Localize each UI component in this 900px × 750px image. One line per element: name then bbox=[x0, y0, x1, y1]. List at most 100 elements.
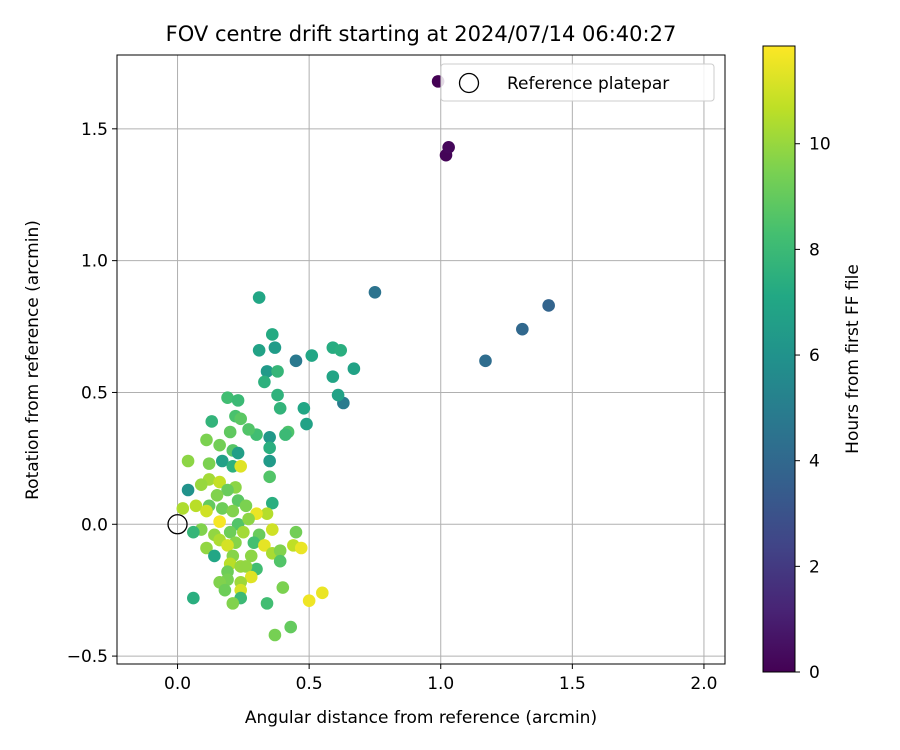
data-point bbox=[239, 499, 253, 513]
data-point bbox=[302, 594, 316, 608]
data-point bbox=[176, 502, 190, 515]
data-point bbox=[208, 549, 221, 563]
data-point bbox=[276, 581, 290, 594]
colorbar: 0 2 4 6 8 10 Hours from first FF file bbox=[762, 45, 863, 683]
colorbar-gradient bbox=[762, 45, 796, 673]
data-point bbox=[268, 628, 282, 642]
data-point bbox=[265, 328, 279, 341]
plot-area-frame bbox=[116, 54, 726, 665]
data-point bbox=[326, 370, 340, 383]
chart-title: FOV centre drift starting at 2024/07/14 … bbox=[166, 22, 677, 46]
x-axis-label: Angular distance from reference (arcmin) bbox=[245, 708, 597, 728]
data-point bbox=[347, 362, 361, 376]
y-tick-label: 1.0 bbox=[81, 252, 108, 272]
data-point bbox=[260, 597, 274, 610]
colorbar-tick-label: 2 bbox=[809, 557, 820, 577]
data-point bbox=[242, 512, 255, 526]
data-point bbox=[244, 549, 258, 563]
x-tick-label: 0.0 bbox=[164, 674, 191, 694]
data-point bbox=[210, 488, 224, 502]
data-point bbox=[242, 423, 255, 436]
data-point bbox=[223, 525, 237, 539]
data-point bbox=[273, 554, 287, 568]
data-point bbox=[181, 454, 195, 468]
data-point bbox=[315, 586, 329, 600]
data-point bbox=[200, 433, 213, 447]
data-point bbox=[223, 425, 237, 439]
y-tick-label: 0.0 bbox=[81, 515, 108, 535]
data-point bbox=[202, 457, 216, 470]
legend: Reference platepar bbox=[440, 63, 715, 102]
data-point bbox=[205, 415, 219, 428]
data-point bbox=[258, 375, 271, 389]
data-point bbox=[479, 354, 492, 368]
data-point bbox=[258, 539, 271, 552]
colorbar-tick-label: 10 bbox=[809, 135, 831, 155]
gridlines bbox=[117, 55, 725, 664]
data-point bbox=[231, 394, 245, 407]
data-point bbox=[226, 597, 240, 610]
data-point bbox=[268, 341, 282, 354]
data-point bbox=[271, 365, 284, 378]
x-tick-label: 0.5 bbox=[296, 674, 323, 694]
data-point bbox=[294, 541, 308, 555]
data-point bbox=[213, 515, 226, 528]
data-point bbox=[279, 428, 292, 441]
data-point bbox=[189, 499, 203, 513]
data-point bbox=[297, 401, 311, 415]
colorbar-ticks: 0 2 4 6 8 10 bbox=[795, 135, 831, 683]
data-point bbox=[368, 285, 382, 299]
y-tick-label: 1.5 bbox=[81, 120, 108, 140]
data-point bbox=[263, 441, 276, 455]
colorbar-tick-label: 6 bbox=[809, 346, 820, 366]
y-axis-ticks: −0.5 0.0 0.5 1.0 1.5 bbox=[67, 120, 117, 667]
x-tick-label: 1.0 bbox=[427, 674, 454, 694]
data-point bbox=[300, 417, 313, 431]
data-point bbox=[252, 343, 266, 357]
legend-reference-marker bbox=[458, 72, 480, 94]
colorbar-label: Hours from first FF file bbox=[843, 264, 863, 454]
data-point bbox=[200, 541, 213, 555]
data-point bbox=[226, 504, 240, 518]
y-tick-label: 0.5 bbox=[81, 383, 108, 403]
data-point bbox=[215, 502, 229, 515]
data-point bbox=[334, 343, 348, 357]
y-axis-label: Rotation from reference (arcmin) bbox=[23, 220, 43, 500]
data-point bbox=[213, 438, 226, 452]
data-point bbox=[181, 483, 195, 497]
data-point bbox=[263, 430, 276, 444]
data-point bbox=[194, 478, 208, 492]
data-point bbox=[260, 365, 274, 378]
data-point bbox=[273, 401, 287, 415]
data-point bbox=[284, 620, 298, 634]
data-point bbox=[221, 539, 234, 552]
colorbar-tick-label: 0 bbox=[809, 663, 820, 683]
data-point bbox=[289, 525, 303, 539]
data-point bbox=[234, 459, 248, 473]
data-point bbox=[234, 412, 248, 426]
data-point bbox=[218, 583, 232, 597]
data-point bbox=[244, 570, 258, 584]
x-axis-ticks: 0.0 0.5 1.0 1.5 2.0 bbox=[164, 664, 717, 694]
data-point bbox=[305, 349, 319, 362]
colorbar-tick-label: 8 bbox=[809, 240, 820, 260]
legend-box bbox=[440, 63, 715, 102]
colorbar-tick-label: 4 bbox=[809, 452, 820, 472]
data-point bbox=[273, 544, 287, 557]
data-point bbox=[221, 483, 234, 497]
data-point bbox=[263, 470, 276, 484]
data-point bbox=[260, 507, 274, 521]
data-point bbox=[263, 454, 276, 468]
y-tick-label: −0.5 bbox=[67, 647, 108, 667]
data-point bbox=[442, 140, 455, 154]
data-point bbox=[289, 354, 303, 368]
data-point bbox=[265, 496, 279, 510]
x-tick-label: 2.0 bbox=[690, 674, 717, 694]
reference-platepar-marker bbox=[167, 514, 188, 535]
data-point bbox=[215, 454, 229, 468]
data-point bbox=[239, 560, 253, 573]
data-point bbox=[231, 446, 245, 460]
data-point bbox=[187, 525, 200, 539]
data-point bbox=[271, 388, 284, 402]
